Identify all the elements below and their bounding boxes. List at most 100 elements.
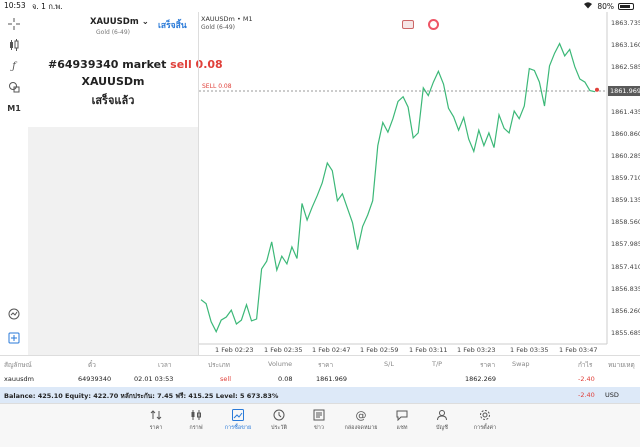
mailbox-icon: @	[355, 408, 367, 422]
nav-settings[interactable]: การตั้งค่า	[465, 408, 505, 432]
history-chart-icon[interactable]	[4, 306, 24, 322]
nav-accounts[interactable]: บัญชี	[422, 408, 462, 432]
chat-icon	[382, 408, 422, 422]
timeframe-button[interactable]: M1	[7, 103, 21, 113]
quotes-icon	[136, 408, 176, 422]
col-volume: Volume	[268, 360, 293, 368]
row-price: 1861.969	[316, 375, 348, 383]
y-tick-label: 1856.835	[611, 284, 640, 293]
symbol-selector[interactable]: XAUUSDm ⌄	[90, 17, 149, 27]
col-current-price: ราคา	[480, 361, 496, 369]
chart-toolbar: ƒ M1	[0, 12, 28, 355]
col-swap: Swap	[512, 360, 530, 368]
col-symbol: สัญลักษณ์	[4, 361, 32, 369]
status-indicators: 80%	[583, 1, 634, 11]
nav-trade[interactable]: การซื้อขาย	[218, 408, 258, 432]
col-comment: หมายเหตุ	[608, 361, 635, 369]
nav-history[interactable]: ประวัติ	[259, 408, 299, 432]
row-profit: -2.40	[578, 375, 595, 383]
function-icon[interactable]: ƒ	[12, 60, 16, 72]
symbol-name: XAUUSDm	[90, 17, 139, 27]
price-line	[200, 42, 596, 334]
y-tick-label: 1857.985	[611, 240, 640, 249]
status-bar: 10:53 จ. 1 ก.พ. 80%	[0, 0, 640, 12]
y-tick-label: 1863.160	[611, 41, 640, 50]
col-price: ราคา	[318, 361, 334, 369]
order-summary: #64939340 market sell 0.08	[48, 58, 223, 71]
x-tick-label: 1 Feb 03:11	[409, 346, 448, 354]
account-currency: USD	[605, 391, 619, 399]
history-icon	[259, 408, 299, 422]
chart-title: XAUUSDm • M1	[201, 15, 253, 23]
y-tick-label: 1857.410	[611, 262, 640, 271]
price-chart[interactable]: XAUUSDm • M1 Gold (6-49) SELL 0.08 1863.…	[198, 12, 640, 355]
nav-trade-label: การซื้อขาย	[224, 425, 252, 431]
objects-icon[interactable]	[4, 79, 24, 95]
nav-chat-label: แชท	[396, 425, 408, 431]
col-ticket: ตั๋ว	[88, 361, 96, 369]
y-tick-label: 1860.860	[611, 129, 640, 138]
nav-charts-label: กราฟ	[189, 425, 203, 431]
row-ticket: 64939340	[78, 375, 112, 383]
y-tick-label: 1856.260	[611, 306, 640, 315]
order-panel: XAUUSDm ⌄ Gold (6-49) เสร็จสิ้น #6493934…	[28, 12, 223, 355]
balance-summary: Balance: 425.10 Equity: 422.70 หลักประกั…	[4, 392, 279, 400]
nav-charts[interactable]: กราฟ	[176, 408, 216, 432]
y-tick-label: 1862.585	[611, 63, 640, 72]
y-tick-label: 1863.735	[611, 18, 640, 27]
x-tick-label: 1 Feb 02:59	[360, 346, 399, 354]
nav-accounts-label: บัญชี	[436, 425, 448, 431]
order-symbol: XAUUSDm	[81, 75, 145, 88]
col-type: ประเภท	[208, 361, 230, 369]
row-volume: 0.08	[278, 375, 293, 383]
charts-icon	[176, 408, 216, 422]
positions-header: สัญลักษณ์ ตั๋ว เวลา ประเภท Volume ราคา S…	[0, 355, 640, 371]
one-click-trading-icon[interactable]	[402, 20, 414, 29]
order-side: sell 0.08	[170, 58, 223, 71]
trade-icon	[218, 408, 258, 422]
nav-quotes-label: ราคา	[149, 425, 163, 431]
indicator-chart-type-icon[interactable]	[4, 37, 24, 53]
y-tick-label: 1859.135	[611, 196, 640, 205]
sell-level-label: SELL 0.08	[202, 82, 232, 90]
nav-mailbox[interactable]: @ กล่องจดหมาย	[341, 408, 381, 432]
nav-news-label: ข่าว	[314, 425, 324, 431]
col-sl: S/L	[384, 360, 394, 368]
x-tick-label: 1 Feb 03:47	[559, 346, 598, 354]
chevron-down-icon: ⌄	[141, 17, 149, 27]
current-price-badge: 1861.969	[608, 85, 640, 96]
x-tick-label: 1 Feb 02:47	[312, 346, 351, 354]
row-current-price: 1862.269	[465, 375, 497, 383]
x-tick-label: 1 Feb 02:35	[264, 346, 303, 354]
nav-chat[interactable]: แชท	[382, 408, 422, 432]
trade-levels-icon[interactable]	[428, 19, 439, 30]
total-profit: -2.40	[578, 391, 595, 399]
done-button[interactable]: เสร็จสิ้น	[158, 21, 187, 31]
last-price-marker	[595, 87, 599, 92]
x-tick-label: 1 Feb 02:23	[215, 346, 254, 354]
bottom-navigation: ราคา กราฟ การซื้อขาย ประวัติ ข่าว @ กล่อ…	[0, 403, 640, 447]
y-tick-label: 1860.285	[611, 151, 640, 160]
col-time: เวลา	[158, 361, 172, 369]
nav-news[interactable]: ข่าว	[299, 408, 339, 432]
chart-subtitle: Gold (6-49)	[201, 24, 236, 31]
crosshair-icon[interactable]	[4, 16, 24, 32]
symbol-description: Gold (6-49)	[96, 29, 131, 36]
col-tp: T/P	[432, 360, 443, 368]
order-result: XAUUSDm ⌄ Gold (6-49) เสร็จสิ้น #6493934…	[28, 12, 223, 127]
table-row[interactable]: xauusdm 64939340 02.01 03:53 sell 0.08 1…	[0, 371, 640, 387]
y-tick-label: 1858.560	[611, 218, 640, 227]
row-symbol: xauusdm	[4, 375, 34, 383]
status-date: จ. 1 ก.พ.	[32, 2, 63, 11]
row-time: 02.01 03:53	[134, 375, 174, 383]
chart-canvas	[199, 12, 608, 345]
nav-settings-label: การตั้งค่า	[473, 425, 497, 431]
row-type: sell	[220, 375, 231, 383]
status-time: 10:53	[4, 1, 26, 10]
new-order-icon[interactable]	[4, 330, 24, 346]
battery-icon	[618, 2, 634, 10]
battery-percent: 80%	[597, 1, 614, 11]
nav-quotes[interactable]: ราคา	[136, 408, 176, 432]
accounts-icon	[422, 408, 462, 422]
nav-history-label: ประวัติ	[270, 425, 288, 431]
